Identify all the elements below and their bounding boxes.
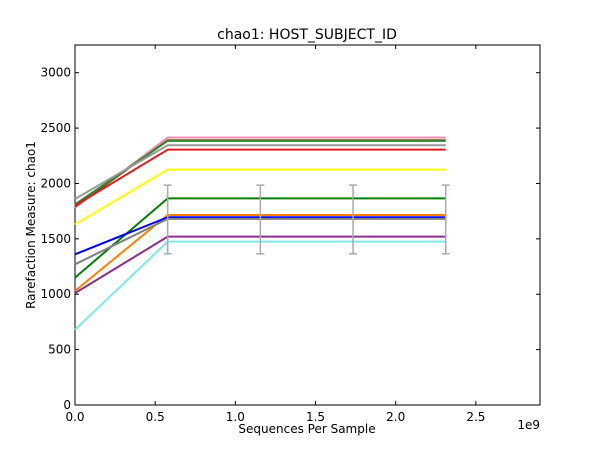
y-tick-label-3: 1500 [40,232,71,246]
y-tick-label-6: 3000 [40,66,71,80]
plot-area [74,44,541,406]
x-axis-offset-label: 1e9 [517,418,540,432]
y-axis-label: Rarefaction Measure: chao1 [24,141,38,309]
series-line-6 [74,168,446,226]
x-tick-label-1: 0.5 [146,410,165,424]
x-axis-label: Sequences Per Sample [238,422,375,436]
y-tick-label-0: 0 [63,398,71,412]
y-tick-label-2: 1000 [40,287,71,301]
series-layer [74,136,446,331]
axis-ticks: 0.0 0.5 1.0 1.5 2.0 2.5 0 500 1000 1500 2000 2500 30… [40,45,540,424]
x-tick-label-4: 2.0 [386,410,405,424]
x-tick-label-0: 0.0 [65,410,84,424]
y-tick-label-1: 500 [48,343,71,357]
error-bar-layer [163,184,450,255]
x-tick-label-3: 1.5 [306,410,325,424]
x-tick-label-5: 2.5 [466,410,485,424]
y-tick-label-5: 2500 [40,121,71,135]
series-line-5 [74,148,446,207]
chart-title: chao1: HOST_SUBJECT_ID [217,27,397,43]
series-line-4 [74,144,446,200]
y-tick-label-4: 2000 [40,176,71,190]
x-tick-label-2: 1.0 [226,410,245,424]
